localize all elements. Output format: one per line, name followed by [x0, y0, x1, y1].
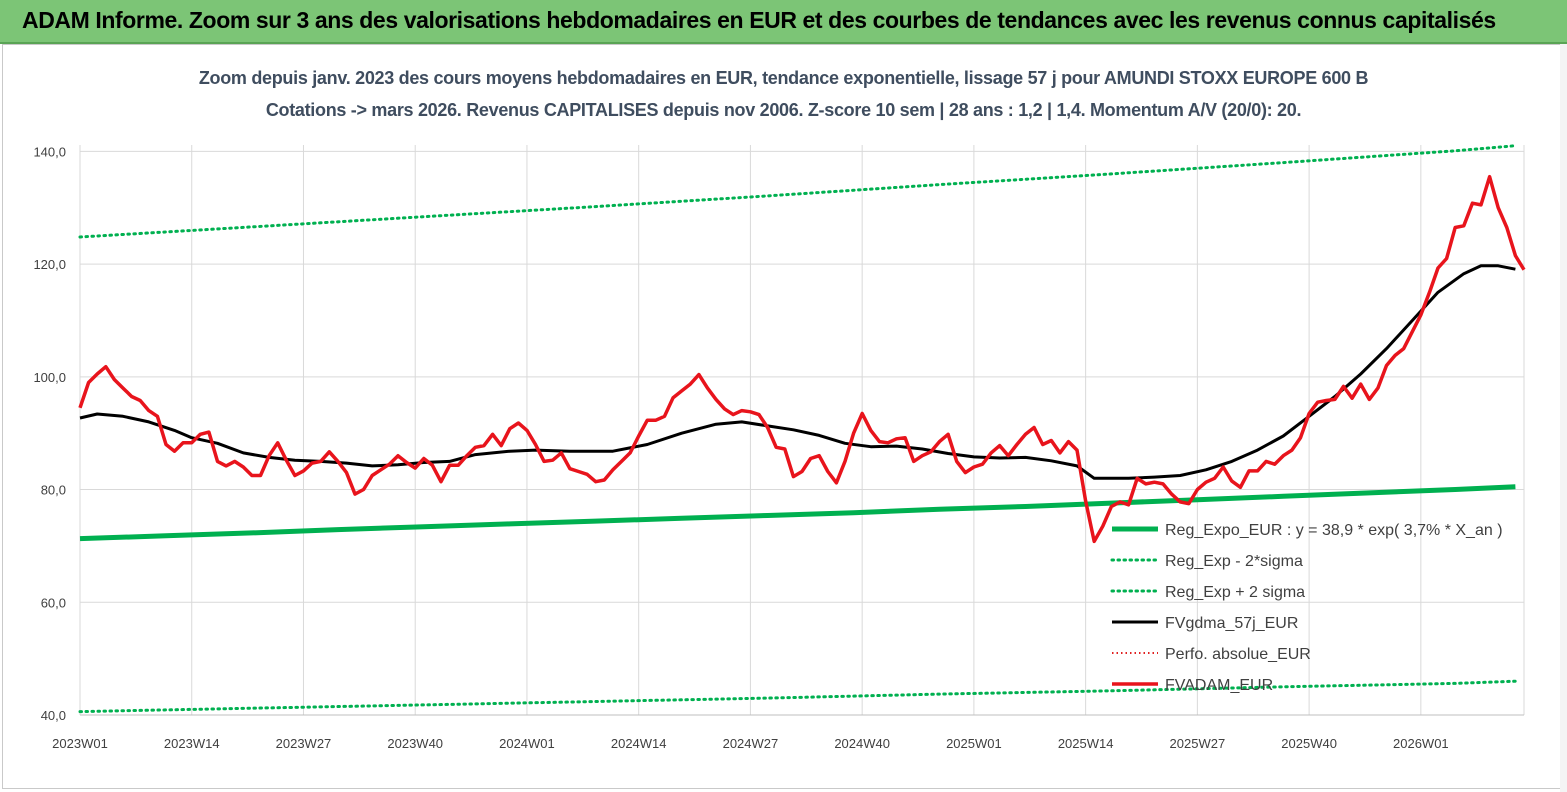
page-title: ADAM Informe. Zoom sur 3 ans des valoris… [22, 7, 1496, 33]
y-tick-label: 140,0 [33, 144, 66, 159]
x-tick-label: 2024W27 [723, 736, 779, 751]
header-banner: ADAM Informe. Zoom sur 3 ans des valoris… [0, 0, 1567, 44]
series-line-1 [78, 679, 1517, 714]
x-tick-label: 2024W14 [611, 736, 667, 751]
y-tick-label: 100,0 [33, 370, 66, 385]
x-tick-label: 2023W40 [387, 736, 443, 751]
series-line-2 [78, 144, 1517, 239]
series-line-3 [79, 264, 1516, 480]
y-tick-label: 120,0 [33, 257, 66, 272]
y-tick-label: 80,0 [41, 483, 66, 498]
x-tick-label: 2024W01 [499, 736, 555, 751]
legend-label: Reg_Exp + 2 sigma [1165, 584, 1305, 601]
chart-title-line-1: Zoom depuis janv. 2023 des cours moyens … [198, 68, 1369, 88]
legend-label: Reg_Exp - 2*sigma [1165, 553, 1303, 570]
x-tick-label: 2023W27 [276, 736, 332, 751]
y-tick-label: 40,0 [41, 708, 66, 723]
x-tick-label: 2023W14 [164, 736, 220, 751]
x-tick-label: 2023W01 [52, 736, 108, 751]
x-tick-label: 2025W01 [946, 736, 1002, 751]
legend-label: FVgdma_57j_EUR [1165, 615, 1298, 632]
series-line-0 [79, 484, 1516, 542]
legend-label: Perfo. absolue_EUR [1165, 646, 1311, 663]
series-line-5 [78, 174, 1526, 544]
x-tick-label: 2026W01 [1393, 736, 1449, 751]
x-tick-label: 2024W40 [834, 736, 890, 751]
scroll-edge [1560, 44, 1567, 792]
legend-label: Reg_Expo_EUR : y = 38,9 * exp( 3,7% * X_… [1165, 522, 1503, 539]
chart-title-line-2: Cotations -> mars 2026. Revenus CAPITALI… [265, 100, 1302, 120]
x-tick-label: 2025W14 [1058, 736, 1114, 751]
x-tick-label: 2025W27 [1170, 736, 1226, 751]
y-tick-label: 60,0 [41, 595, 66, 610]
x-tick-label: 2025W40 [1281, 736, 1337, 751]
legend-label: FVADAM_EUR [1165, 677, 1273, 694]
